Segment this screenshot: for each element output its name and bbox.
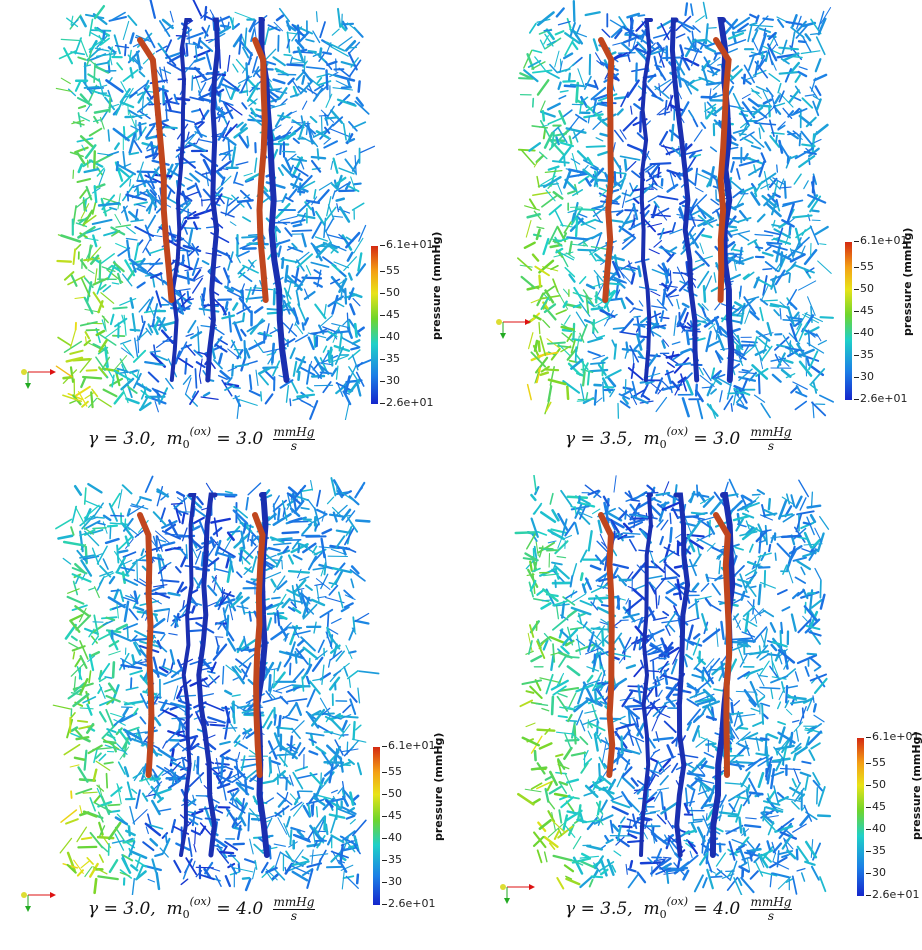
colorbar-tick: 45 [866,800,886,813]
gamma-symbol: γ = [565,899,601,919]
colorbar-max-label: 6.1e+01 [853,234,908,247]
unit-numerator: mmHg [749,425,793,440]
panel-bottom-right: 6.1e+01 55 50 45 40 35 30 2.6e+01 pressu… [461,475,922,950]
colorbar [845,242,852,400]
unit-fraction: mmHg s [749,425,793,453]
m-value: 4.0 [236,899,264,919]
gamma-value: 3.0 [123,899,151,919]
m-superscript: (ox) [189,895,212,908]
colorbar-title: pressure (mmHg) [430,231,443,340]
colorbar-tick: 40 [866,822,886,835]
colorbar-min-label: 2.6e+01 [379,396,434,409]
colorbar-max-label: 6.1e+01 [379,238,434,251]
colorbar-tick: 55 [854,260,874,273]
colorbar-title: pressure (mmHg) [432,732,445,841]
m-symbol: m [643,429,660,449]
colorbar-tick: 50 [380,286,400,299]
orientation-axes-icon [8,352,58,392]
panel-caption: γ = 3.0, m0(ox) = 3.0 mmHg s [88,425,316,453]
vascular-network-render [514,475,832,895]
gamma-value: 3.5 [600,429,628,449]
gamma-value: 3.5 [600,899,628,919]
colorbar-tick: 50 [854,282,874,295]
equals-sign: = [688,429,714,449]
unit-fraction: mmHg s [272,425,316,453]
colorbar-tick: 50 [866,778,886,791]
unit-denominator: s [290,439,298,453]
colorbar-min-label: 2.6e+01 [381,897,436,910]
unit-numerator: mmHg [272,425,316,440]
colorbar-tick: 40 [854,326,874,339]
colorbar-tick: 45 [380,308,400,321]
vascular-network-render [52,475,380,895]
colorbar-tick: 55 [380,264,400,277]
colorbar [373,747,380,905]
colorbar-tick: 30 [382,875,402,888]
equals-sign: = [211,429,237,449]
panel-top-left: 6.1e+01 55 50 45 40 35 30 2.6e+01 pressu… [0,0,461,475]
colorbar-max-label: 6.1e+01 [865,730,920,743]
colorbar-tick: 35 [380,352,400,365]
panel-caption: γ = 3.0, m0(ox) = 4.0 mmHg s [88,895,316,923]
equals-sign: = [211,899,237,919]
unit-fraction: mmHg s [749,895,793,923]
m-symbol: m [166,429,183,449]
orientation-axes-icon [487,867,537,907]
colorbar-max-label: 6.1e+01 [381,739,436,752]
m-subscript: 0 [182,908,190,921]
colorbar-tick: 55 [382,765,402,778]
m-value: 3.0 [713,429,741,449]
gamma-value: 3.0 [123,429,151,449]
unit-denominator: s [767,439,775,453]
colorbar-tick: 30 [866,866,886,879]
m-subscript: 0 [659,438,667,451]
colorbar-title: pressure (mmHg) [910,731,922,840]
colorbar-tick: 35 [854,348,874,361]
orientation-axes-icon [8,875,58,915]
colorbar-tick: 40 [382,831,402,844]
colorbar [371,246,378,404]
panel-caption: γ = 3.5, m0(ox) = 3.0 mmHg s [565,425,793,453]
unit-denominator: s [290,909,298,923]
colorbar-tick: 30 [854,370,874,383]
colorbar-min-label: 2.6e+01 [853,392,908,405]
panel-caption: γ = 3.5, m0(ox) = 4.0 mmHg s [565,895,793,923]
m-value: 4.0 [713,899,741,919]
gamma-symbol: γ = [88,429,124,449]
m-symbol: m [166,899,183,919]
unit-fraction: mmHg s [272,895,316,923]
colorbar-min-label: 2.6e+01 [865,888,920,901]
colorbar-tick: 50 [382,787,402,800]
vascular-network-render [516,0,835,420]
colorbar-tick: 40 [380,330,400,343]
gamma-symbol: γ = [88,899,124,919]
colorbar-title: pressure (mmHg) [901,227,914,336]
vascular-network-render [55,0,376,420]
panel-bottom-left: 6.1e+01 55 50 45 40 35 30 2.6e+01 pressu… [0,475,461,950]
colorbar-tick: 30 [380,374,400,387]
m-value: 3.0 [236,429,264,449]
colorbar-tick: 45 [854,304,874,317]
colorbar-tick: 55 [866,756,886,769]
gamma-symbol: γ = [565,429,601,449]
m-superscript: (ox) [189,425,212,438]
unit-numerator: mmHg [272,895,316,910]
equals-sign: = [688,899,714,919]
m-superscript: (ox) [666,895,689,908]
orientation-axes-icon [483,302,533,342]
colorbar [857,738,864,896]
colorbar-tick: 35 [382,853,402,866]
unit-denominator: s [767,909,775,923]
m-subscript: 0 [182,438,190,451]
colorbar-tick: 45 [382,809,402,822]
unit-numerator: mmHg [749,895,793,910]
m-superscript: (ox) [666,425,689,438]
panel-top-right: 6.1e+01 55 50 45 40 35 30 2.6e+01 pressu… [461,0,922,475]
colorbar-tick: 35 [866,844,886,857]
m-symbol: m [643,899,660,919]
m-subscript: 0 [659,908,667,921]
